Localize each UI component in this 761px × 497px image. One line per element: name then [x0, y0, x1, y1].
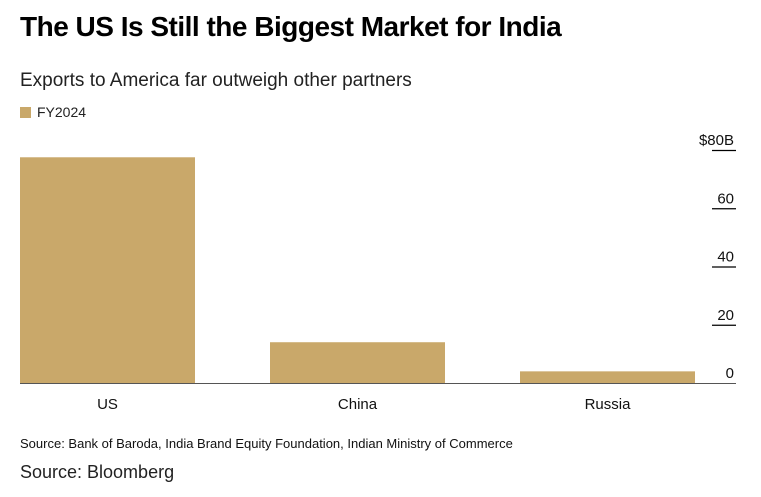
y-axis-ticks: 0 20 40 60 $80B [699, 132, 736, 382]
x-label-russia: Russia [585, 396, 632, 413]
bar-chart: 0 20 40 60 $80B US China Russia [20, 132, 736, 413]
chart-title: The US Is Still the Biggest Market for I… [20, 11, 562, 42]
legend-swatch [20, 106, 31, 118]
source-note: Source: Bank of Baroda, India Brand Equi… [20, 436, 513, 451]
y-tick-label-0: 0 [726, 365, 734, 382]
x-label-china: China [338, 396, 378, 413]
legend-label: FY2024 [37, 104, 87, 120]
y-tick-label-40: 40 [717, 249, 734, 266]
bar-us [20, 157, 195, 383]
y-tick-label-80: $80B [699, 132, 734, 149]
y-tick-label-60: 60 [717, 190, 734, 207]
x-label-us: US [97, 396, 118, 413]
x-axis-labels: US China Russia [97, 396, 631, 413]
source-credit: Source: Bloomberg [20, 462, 175, 482]
legend: FY2024 [20, 104, 86, 120]
bars-group [20, 157, 695, 383]
bar-china [270, 342, 445, 383]
chart-subtitle: Exports to America far outweigh other pa… [20, 70, 412, 91]
y-tick-label-20: 20 [717, 307, 734, 324]
bar-russia [520, 371, 695, 383]
